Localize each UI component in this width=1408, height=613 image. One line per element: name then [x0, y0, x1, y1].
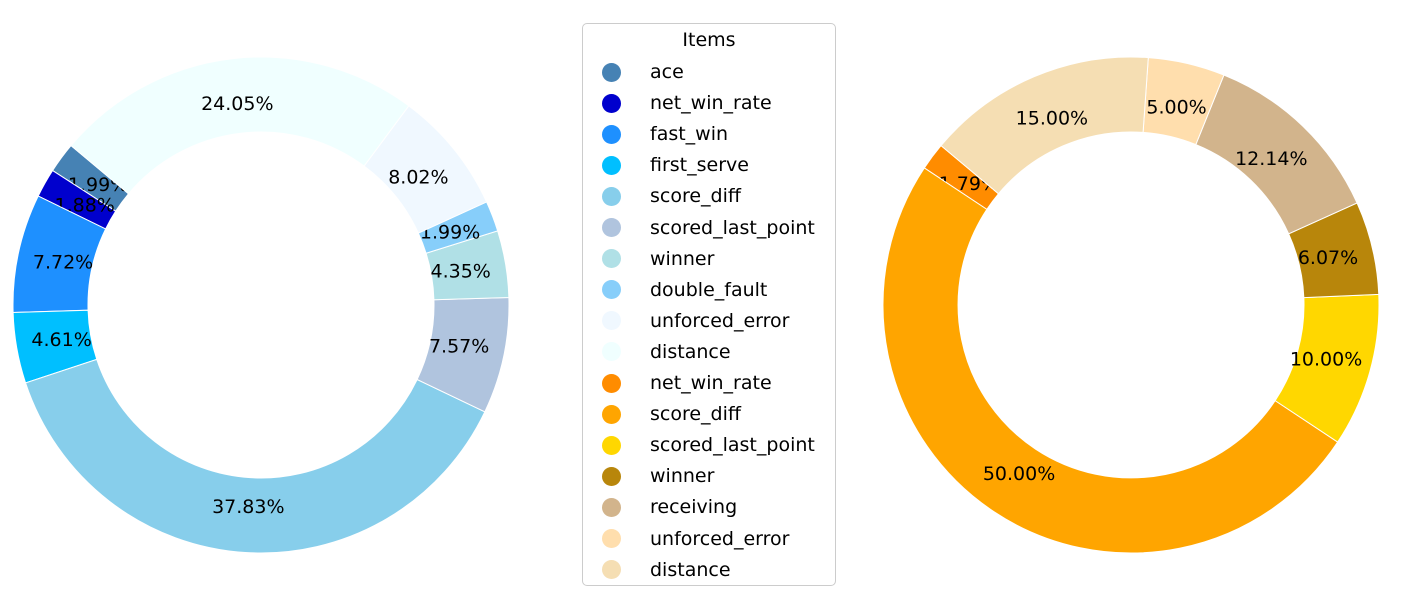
- legend-marker: [602, 62, 621, 82]
- slice-percent-label: 4.61%: [31, 329, 91, 351]
- legend-entry: winner: [583, 245, 714, 273]
- slice-percent-label: 50.00%: [983, 463, 1055, 485]
- legend-marker: [602, 404, 621, 424]
- legend-marker: [602, 280, 621, 300]
- legend-marker: [602, 466, 621, 486]
- legend-marker: [602, 186, 621, 206]
- right-donut-chart: 1.79%50.00%10.00%6.07%12.14%5.00%15.00%: [882, 56, 1380, 554]
- legend-marker: [602, 342, 621, 362]
- slice-percent-label: 10.00%: [1290, 348, 1362, 370]
- legend-entry: double_fault: [583, 276, 767, 304]
- legend-label: double_fault: [650, 278, 768, 301]
- left-donut-chart: 1.99%1.88%7.72%4.61%37.83%7.57%4.35%1.99…: [12, 56, 510, 554]
- legend-label: distance: [650, 340, 731, 363]
- legend-marker: [602, 124, 621, 144]
- legend-entry: net_win_rate: [583, 89, 772, 117]
- donut-slice-score-diff: [882, 167, 1339, 554]
- legend-entry: ace: [583, 58, 684, 86]
- legend-title: Items: [682, 29, 736, 51]
- legend-label: unforced_error: [650, 527, 790, 550]
- slice-percent-label: 8.02%: [388, 167, 448, 189]
- slice-percent-label: 37.83%: [212, 496, 284, 518]
- legend-entry: distance: [583, 338, 731, 366]
- donut-slice-score-diff: [24, 358, 486, 554]
- legend-marker: [602, 218, 621, 237]
- legend-entry: fast_win: [583, 120, 728, 148]
- slice-percent-label: 15.00%: [1016, 108, 1088, 130]
- legend-marker: [602, 560, 621, 580]
- legend-label: receiving: [650, 496, 738, 519]
- slice-percent-label: 7.57%: [429, 336, 489, 358]
- legend-marker: [602, 311, 621, 331]
- legend-entry: unforced_error: [583, 307, 790, 335]
- legend-label: net_win_rate: [650, 92, 772, 115]
- slice-percent-label: 1.99%: [420, 222, 480, 244]
- legend-marker: [602, 497, 621, 517]
- legend-marker: [602, 249, 621, 269]
- legend-entry: receiving: [583, 493, 737, 521]
- legend-entry: score_diff: [583, 400, 741, 428]
- slice-percent-label: 7.72%: [33, 251, 93, 273]
- donut-slice-distance: [940, 56, 1149, 195]
- legend-entry: unforced_error: [583, 525, 790, 553]
- slice-percent-label: 5.00%: [1146, 97, 1206, 119]
- legend-entry: first_serve: [583, 151, 749, 179]
- legend-entry: winner: [583, 462, 714, 490]
- legend-marker: [602, 435, 621, 455]
- legend-label: scored_last_point: [650, 216, 815, 239]
- legend-label: distance: [650, 558, 731, 581]
- legend-label: winner: [650, 247, 715, 270]
- legend-label: winner: [650, 465, 715, 488]
- legend-marker: [602, 93, 621, 113]
- legend-entry: score_diff: [583, 182, 741, 210]
- legend-entry: scored_last_point: [583, 214, 815, 242]
- slice-percent-label: 6.07%: [1298, 247, 1358, 269]
- legend-label: score_diff: [650, 185, 741, 208]
- legend-label: fast_win: [650, 123, 729, 146]
- legend-label: unforced_error: [650, 309, 790, 332]
- slice-percent-label: 4.35%: [431, 260, 491, 282]
- legend-label: ace: [650, 61, 684, 83]
- slice-percent-label: 12.14%: [1235, 148, 1307, 170]
- legend-label: score_diff: [650, 403, 741, 426]
- legend-marker: [602, 373, 621, 393]
- legend-label: net_win_rate: [650, 372, 772, 394]
- legend-entry: scored_last_point: [583, 431, 815, 459]
- donut-slice-distance: [70, 56, 410, 195]
- legend-marker: [602, 155, 621, 175]
- legend: Items ace net_win_rate fast_win first_serve…: [582, 23, 836, 586]
- legend-label: first_serve: [650, 154, 749, 177]
- legend-marker: [602, 529, 621, 548]
- legend-label: scored_last_point: [650, 434, 815, 457]
- slice-percent-label: 24.05%: [201, 93, 273, 115]
- legend-entry: net_win_rate: [583, 369, 772, 397]
- legend-entry: distance: [583, 556, 731, 584]
